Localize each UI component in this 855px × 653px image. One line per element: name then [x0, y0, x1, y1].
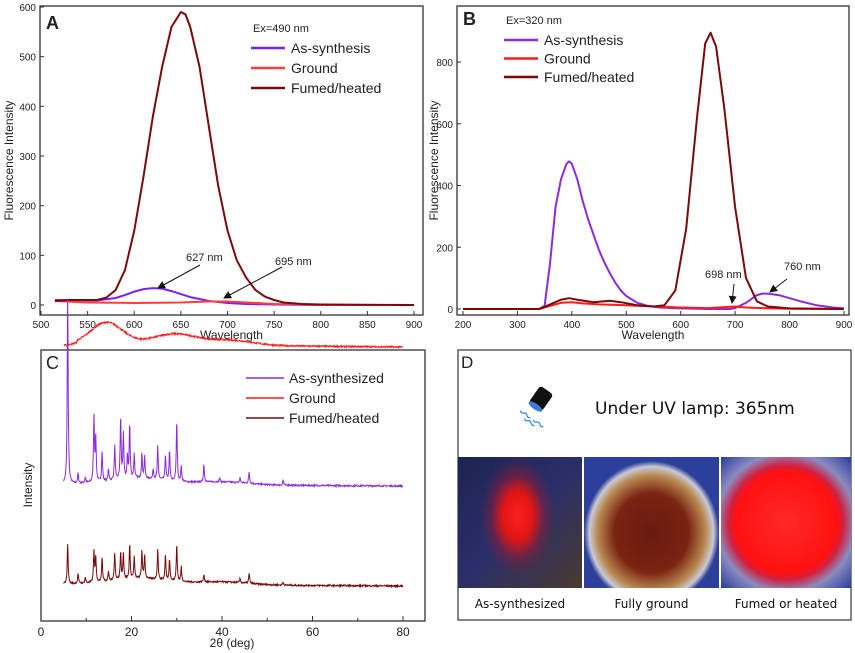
panel-b-x-tick-label: 800 [781, 320, 798, 331]
panel-label-b: B [463, 9, 476, 29]
panel-a-y-axis-label: Fluorescence Intensity [2, 100, 16, 220]
panel-c-x-tick-label: 20 [125, 625, 139, 639]
panel-b-y-tick-label: 200 [436, 243, 453, 254]
panel-c-x-axis-label: 2θ (deg) [210, 636, 255, 650]
panel-b-arrow-760 [769, 278, 788, 293]
panel-b-x-tick-label: 600 [672, 320, 689, 331]
panel-a-x-axis-label: Wavelength [200, 328, 263, 342]
panel-label-d: D [461, 353, 473, 372]
photo-fumed-or-heated [721, 457, 851, 588]
panel-b-x-tick-label: 200 [455, 320, 472, 331]
panel-a-x-tick-label: 850 [359, 320, 376, 331]
panel-a-x-tick-label: 800 [312, 320, 329, 331]
panel-c-series-as-synthesized [63, 298, 404, 489]
panel-a-y-tick-label: 500 [19, 53, 36, 64]
panel-b-x-tick-label: 300 [509, 320, 526, 331]
panel-a-x-tick-label: 550 [79, 320, 96, 331]
panel-c-y-axis-label: Intensity [21, 463, 35, 508]
panel-a-y-tick-label: 400 [19, 102, 36, 113]
panel-b-series-as-synthesis [463, 160, 845, 310]
panel-b-legend-title: Ex=320 nm [506, 15, 562, 27]
panel-a-x-tick-label: 600 [126, 320, 143, 331]
panel-b-series-fumed-heated [463, 31, 845, 310]
panel-c-legend-label: Fumed/heated [289, 410, 379, 426]
panel-b-y-tick-label: 800 [436, 58, 453, 69]
uv-lamp-icon [519, 386, 553, 428]
panel-b-x-tick-label: 500 [618, 320, 635, 331]
panel-b-legend-label: Ground [544, 51, 591, 67]
panel-a-series-as-synthesis [54, 287, 414, 306]
photo-fully-ground [584, 457, 719, 588]
panel-a-arrow-695 [223, 266, 283, 299]
panel-a-legend-label: Ground [291, 60, 338, 76]
panel-b-y-tick-label: 0 [447, 305, 453, 316]
panel-b-legend-label: As-synthesis [544, 32, 623, 48]
panel-a-y-tick-label: 0 [30, 301, 36, 312]
panel-a-x-tick-label: 700 [219, 320, 236, 331]
panel-b-x-tick-label: 400 [564, 320, 581, 331]
panel-a-arrow-627 [157, 264, 201, 289]
panel-a-x-tick-label: 650 [173, 320, 190, 331]
panel-b-legend-label: Fumed/heated [544, 69, 634, 85]
panel-c-x-tick-label: 80 [396, 625, 410, 639]
panel-b-plot-frame [456, 5, 850, 316]
panel-a-y-tick-label: 100 [19, 251, 36, 262]
panel-a-annotation-695: 695 nm [275, 256, 312, 268]
panel-b-y-tick-label: 600 [436, 120, 453, 131]
panel-a-x-tick-label: 900 [406, 320, 423, 331]
panel-c-x-tick-label: 40 [215, 625, 229, 639]
panel-c-x-tick-label: 60 [306, 625, 320, 639]
panel-a-legend-title: Ex=490 nm [253, 23, 309, 35]
caption-fully-ground: Fully ground [614, 597, 689, 611]
panel-a-x-tick-label: 500 [33, 320, 50, 331]
panel-a-series-fumed-heated [54, 11, 415, 306]
uv-lamp-title: Under UV lamp: 365nm [595, 399, 795, 419]
caption-as-synthesized: As-synthesized [474, 597, 566, 611]
panel-a-annotation-627: 627 nm [186, 252, 223, 264]
panel-a-y-tick-label: 300 [19, 152, 36, 163]
panel-b-x-axis-label: Wavelength [622, 328, 685, 342]
panel-a-x-tick-label: 750 [266, 320, 283, 331]
panel-label-a: A [46, 13, 59, 33]
panel-label-c: C [46, 353, 59, 373]
panel-b-y-axis-label: Fluorescence Intensity [427, 100, 441, 220]
panel-a-plot-frame [39, 5, 424, 316]
panel-a-y-tick-label: 200 [19, 202, 36, 213]
panel-c-plot-frame [40, 349, 426, 622]
panel-a-y-tick-label: 600 [19, 3, 36, 14]
panel-a-legend-label: Fumed/heated [291, 80, 381, 96]
panel-b-x-tick-label: 700 [727, 320, 744, 331]
panel-b-annotation-698: 698 nm [705, 269, 742, 281]
panel-a-legend-label: As-synthesis [291, 40, 370, 56]
panel-b-annotation-760: 760 nm [784, 261, 821, 273]
panel-c-legend-label: Ground [289, 390, 336, 406]
caption-fumed-or-heated: Fumed or heated [734, 597, 838, 611]
photo-as-synthesized [458, 457, 582, 588]
panel-c-x-tick-label: 0 [38, 625, 45, 639]
panel-c-series-fumed-heated [63, 544, 404, 589]
panel-c-series-ground [63, 320, 403, 350]
panel-c-legend-label: As-synthesized [289, 370, 384, 386]
panel-b-arrow-698 [728, 283, 737, 304]
panel-b-x-tick-label: 900 [836, 320, 853, 331]
panel-b-y-tick-label: 400 [436, 182, 453, 193]
